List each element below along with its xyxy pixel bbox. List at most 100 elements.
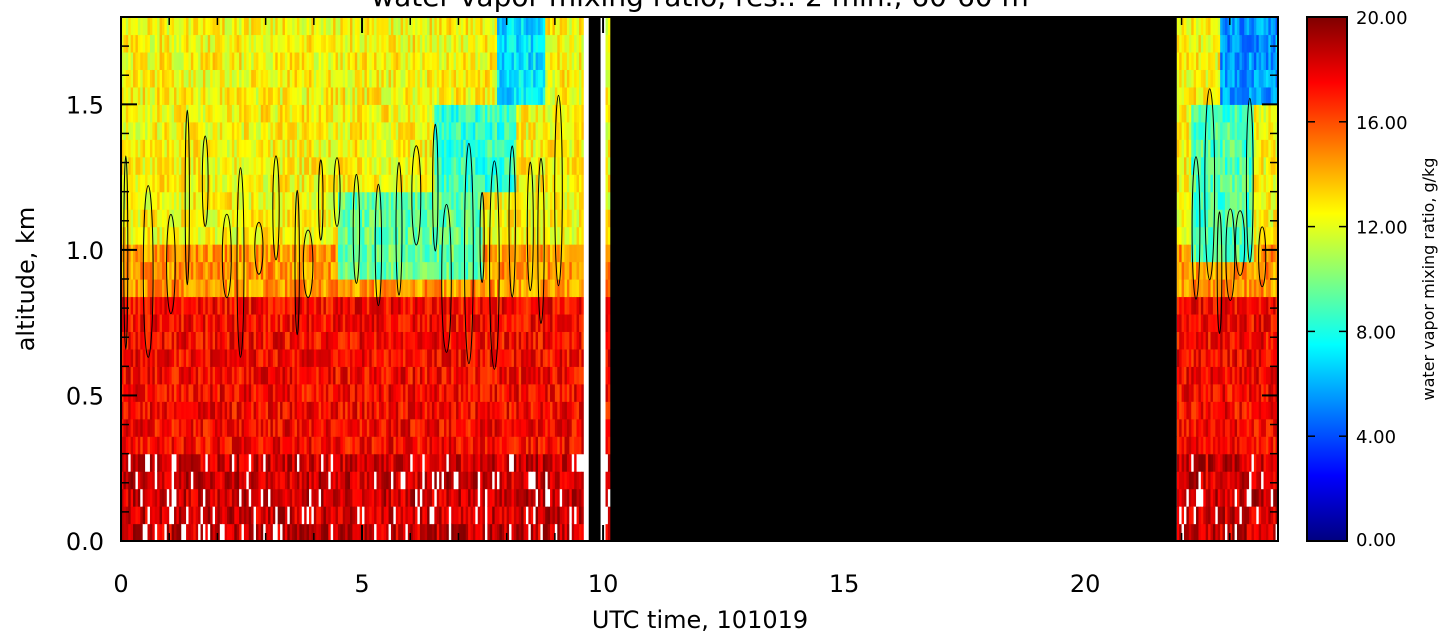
heatmap-cell — [359, 69, 363, 88]
heatmap-cell — [501, 191, 505, 210]
heatmap-cell — [441, 226, 445, 245]
heatmap-cell — [381, 86, 385, 105]
heatmap-cell — [431, 488, 435, 507]
heatmap-cell — [323, 453, 327, 472]
heatmap-cell — [395, 191, 399, 210]
heatmap-cell — [207, 34, 211, 53]
heatmap-cell — [154, 436, 158, 455]
heatmap-cell — [239, 401, 243, 420]
heatmap-cell — [140, 331, 144, 350]
heatmap-cell — [405, 279, 409, 298]
heatmap-cell — [166, 506, 170, 525]
heatmap-cell — [157, 523, 161, 541]
heatmap-cell — [480, 34, 484, 53]
heatmap-cell — [429, 156, 433, 175]
heatmap-cell — [321, 331, 325, 350]
heatmap-cell — [456, 139, 460, 158]
heatmap-cell — [205, 401, 209, 420]
heatmap-cell — [410, 348, 414, 367]
heatmap-cell — [166, 383, 170, 402]
heatmap-cell — [222, 17, 226, 36]
heatmap-cell — [270, 506, 274, 525]
heatmap-cell — [222, 86, 226, 105]
heatmap-cell — [347, 313, 351, 332]
heatmap-cell — [215, 348, 219, 367]
heatmap-cell — [484, 261, 488, 280]
heatmap-cell — [154, 191, 158, 210]
heatmap-cell — [405, 244, 409, 263]
heatmap-cell — [349, 156, 353, 175]
heatmap-cell — [215, 34, 219, 53]
heatmap-cell — [456, 17, 460, 36]
heatmap-cell — [301, 209, 305, 228]
heatmap-cell — [178, 86, 182, 105]
heatmap-cell — [342, 51, 346, 70]
heatmap-cell — [318, 453, 322, 472]
heatmap-cell — [482, 331, 486, 350]
heatmap-cell — [381, 313, 385, 332]
heatmap-cell — [227, 69, 231, 88]
heatmap-cell — [292, 506, 296, 525]
heatmap-cell — [480, 279, 484, 298]
heatmap-cell — [456, 418, 460, 437]
heatmap-cell — [210, 366, 214, 385]
heatmap-cell — [494, 366, 498, 385]
heatmap-cell — [217, 69, 221, 88]
heatmap-cell — [309, 86, 313, 105]
heatmap-cell — [292, 156, 296, 175]
heatmap-cell — [475, 209, 479, 228]
heatmap-cell — [395, 523, 399, 541]
heatmap-cell — [181, 436, 185, 455]
heatmap-cell — [169, 34, 173, 53]
heatmap-cell — [282, 331, 286, 350]
heatmap-cell — [340, 104, 344, 123]
heatmap-cell — [436, 209, 440, 228]
heatmap-cell — [395, 471, 399, 490]
heatmap-cell — [354, 279, 358, 298]
heatmap-cell — [215, 313, 219, 332]
heatmap-cell — [427, 174, 431, 193]
heatmap-cell — [509, 488, 513, 507]
heatmap-cell — [198, 366, 202, 385]
heatmap-cell — [125, 453, 129, 472]
heatmap-cell — [487, 69, 491, 88]
heatmap-cell — [472, 279, 476, 298]
heatmap-cell — [292, 296, 296, 315]
heatmap-cell — [198, 174, 202, 193]
heatmap-cell — [224, 436, 228, 455]
heatmap-cell — [359, 191, 363, 210]
heatmap-cell — [482, 279, 486, 298]
heatmap-cell — [195, 191, 199, 210]
heatmap-cell — [513, 261, 517, 280]
heatmap-cell — [427, 226, 431, 245]
heatmap-cell — [231, 331, 235, 350]
heatmap-cell — [174, 69, 178, 88]
heatmap-cell — [504, 244, 508, 263]
heatmap-cell — [412, 69, 416, 88]
heatmap-cell — [472, 69, 476, 88]
heatmap-cell — [154, 348, 158, 367]
heatmap-cell — [174, 209, 178, 228]
heatmap-cell — [395, 348, 399, 367]
heatmap-cell — [499, 104, 503, 123]
heatmap-cell — [381, 17, 385, 36]
heatmap-cell — [190, 209, 194, 228]
heatmap-cell — [215, 139, 219, 158]
heatmap-cell — [234, 418, 238, 437]
heatmap-cell — [239, 471, 243, 490]
heatmap-cell — [159, 331, 163, 350]
heatmap-cell — [294, 296, 298, 315]
heatmap-cell — [121, 313, 125, 332]
heatmap-cell — [198, 296, 202, 315]
heatmap-cell — [255, 453, 259, 472]
heatmap-cell — [410, 86, 414, 105]
heatmap-cell — [231, 156, 235, 175]
heatmap-cell — [234, 51, 238, 70]
heatmap-cell — [268, 331, 272, 350]
heatmap-cell — [477, 366, 481, 385]
heatmap-cell — [137, 471, 141, 490]
heatmap-cell — [296, 506, 300, 525]
heatmap-cell — [149, 104, 153, 123]
heatmap-cell — [147, 261, 151, 280]
heatmap-cell — [366, 244, 370, 263]
